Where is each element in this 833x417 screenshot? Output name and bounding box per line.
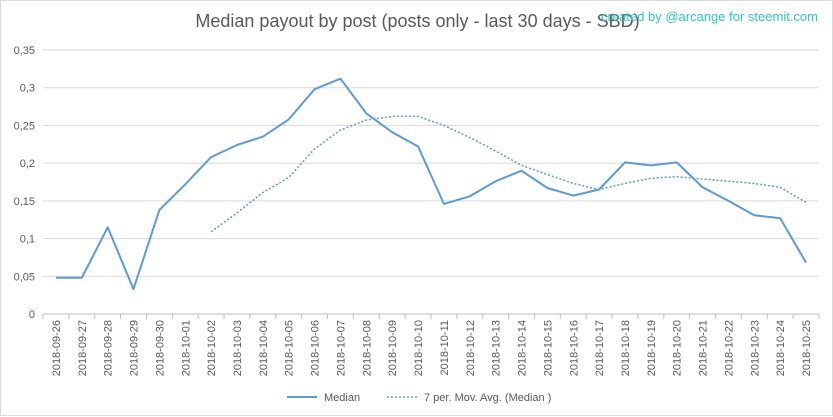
x-tick-label: 2018-09-30 xyxy=(154,320,166,376)
x-tick-label: 2018-10-09 xyxy=(387,320,399,376)
x-tick-label: 2018-10-02 xyxy=(206,320,218,376)
x-tick-label: 2018-10-21 xyxy=(698,320,710,376)
y-tick-label: 0,1 xyxy=(20,234,35,246)
x-tick-label: 2018-10-25 xyxy=(801,320,813,376)
x-tick-label: 2018-10-12 xyxy=(465,320,477,376)
median-line xyxy=(55,77,807,291)
x-tick-label: 2018-10-13 xyxy=(491,320,503,376)
y-tick-label: 0,15 xyxy=(14,196,35,208)
chart-title: Median payout by post (posts only - last… xyxy=(195,11,640,31)
y-tick-label: 0,05 xyxy=(14,271,35,283)
x-tick-label: 2018-09-29 xyxy=(129,320,141,376)
credit-text[interactable]: created by @arcange for steemit.com xyxy=(601,9,818,24)
x-tick-label: 2018-10-17 xyxy=(594,320,606,376)
x-tick-label: 2018-10-15 xyxy=(542,320,554,376)
y-tick-label: 0,3 xyxy=(20,83,35,95)
x-tick-label: 2018-10-20 xyxy=(672,320,684,376)
x-tick-label: 2018-10-23 xyxy=(749,320,761,376)
x-tick-label: 2018-10-18 xyxy=(620,320,632,376)
x-tick-label: 2018-10-14 xyxy=(517,320,529,376)
x-tick-label: 2018-10-01 xyxy=(180,320,192,376)
x-tick-label: 2018-10-05 xyxy=(284,320,296,376)
y-tick-label: 0,2 xyxy=(20,158,35,170)
x-tick-label: 2018-09-27 xyxy=(77,320,89,376)
x-tick-label: 2018-10-24 xyxy=(775,320,787,376)
x-tick-label: 2018-10-06 xyxy=(310,320,322,376)
x-tick-label: 2018-09-26 xyxy=(51,320,63,376)
legend-median-label: Median xyxy=(324,392,360,404)
y-tick-label: 0 xyxy=(29,309,35,321)
x-tick-label: 2018-10-10 xyxy=(413,320,425,376)
x-tick-label: 2018-10-04 xyxy=(258,320,270,376)
y-tick-label: 0,25 xyxy=(14,120,35,132)
x-tick-label: 2018-10-19 xyxy=(646,320,658,376)
x-tick-label: 2018-10-08 xyxy=(361,320,373,376)
x-tick-label: 2018-10-16 xyxy=(568,320,580,376)
legend-moving-average-label: 7 per. Mov. Avg. (Median ) xyxy=(424,392,551,404)
moving-average-line xyxy=(210,115,807,233)
x-tick-label: 2018-10-11 xyxy=(439,320,451,375)
y-tick-label: 0,35 xyxy=(14,45,35,57)
x-tick-label: 2018-09-28 xyxy=(103,320,115,376)
x-tick-label: 2018-10-03 xyxy=(232,320,244,376)
x-tick-label: 2018-10-22 xyxy=(723,320,735,376)
x-tick-label: 2018-10-07 xyxy=(335,320,347,376)
